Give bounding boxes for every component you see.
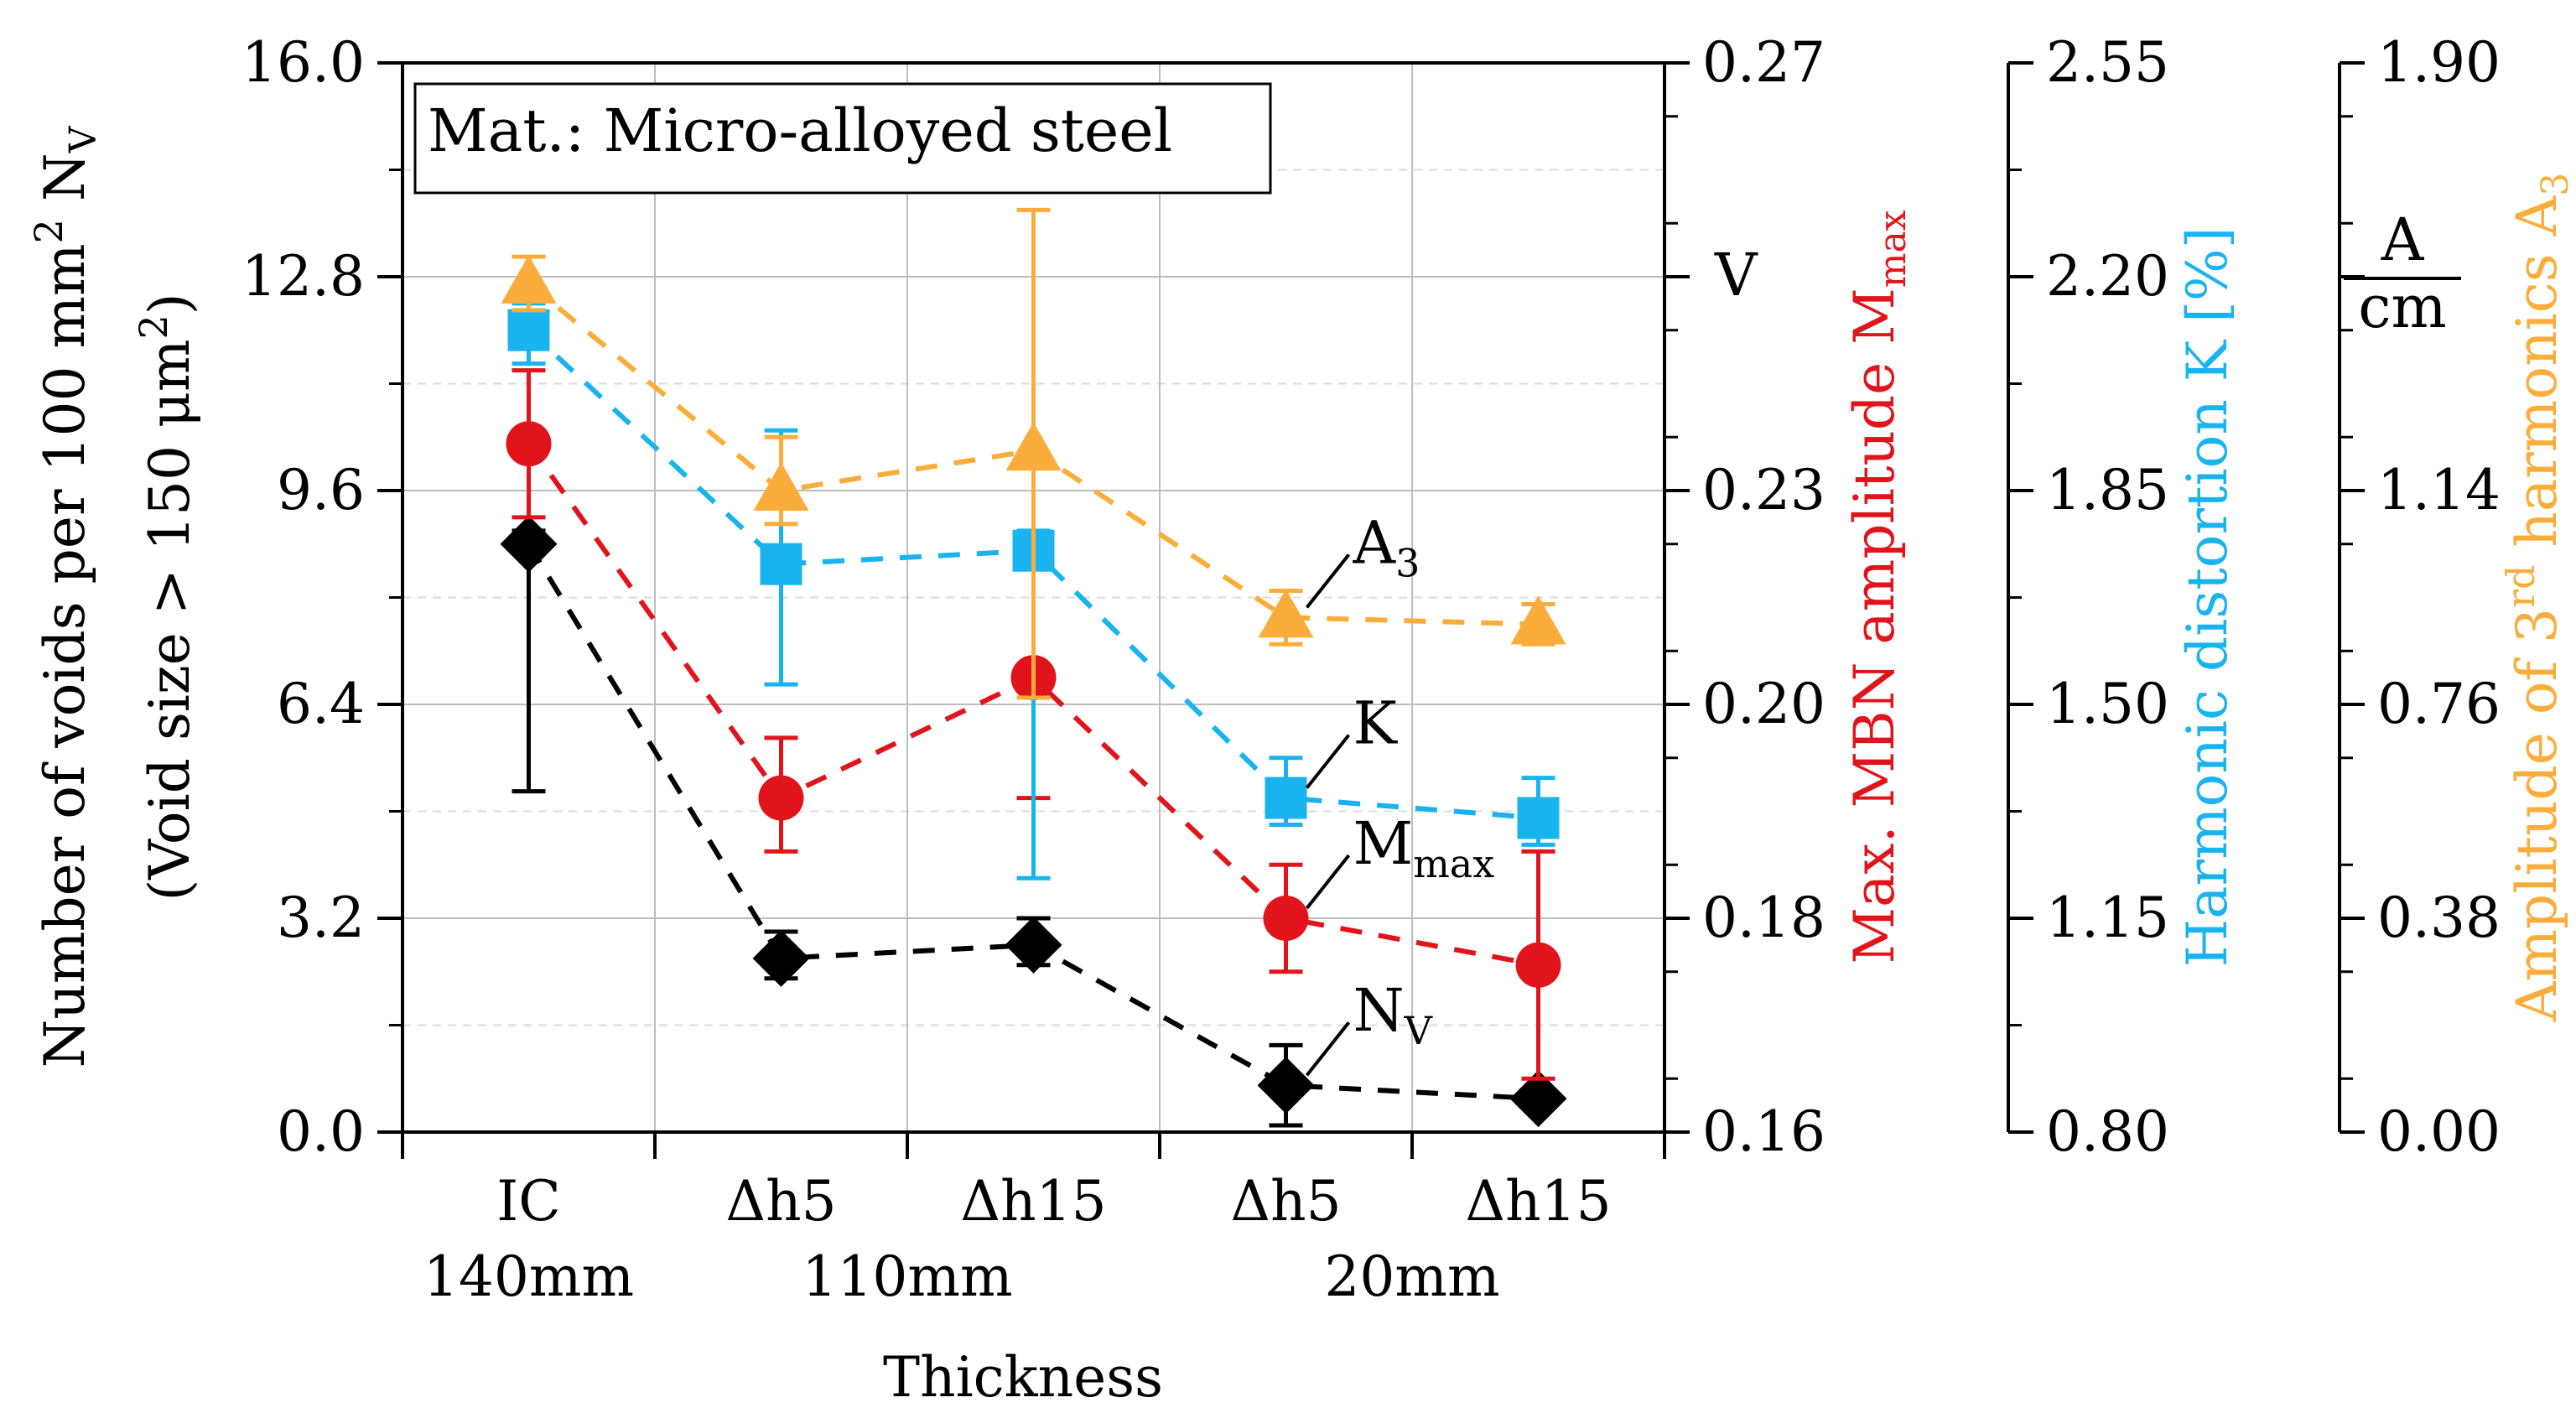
right-third-tick-label: 0.00 [2377,1099,2501,1164]
left-axis: 0.0 3.2 6.4 9.6 12.8 16.0 [242,30,402,1164]
point-A3 [1258,589,1314,638]
right-mbn-tick-label: 0.16 [1702,1099,1826,1164]
point-A3 [753,462,809,511]
left-tick-label: 16.0 [242,30,365,95]
left-tick-label: 9.6 [277,458,365,522]
right-axis-third-unit-num: A [2381,205,2425,274]
right-axis-third-unit-den: cm [2358,273,2447,341]
point-K [1265,777,1307,819]
right-mbn-tick-label: 0.27 [1702,30,1826,95]
left-axis-title-tail: N [33,153,97,219]
right-axis-harmonic-distortion: 0.80 1.15 1.50 1.85 2.20 2.55 [2007,30,2169,1164]
legend-box [413,82,1272,195]
x-tick-label: Δh15 [960,1169,1106,1234]
left-tick-label: 6.4 [277,672,365,736]
callout-label-main: M [1353,809,1414,878]
x-group-label: 110mm [802,1244,1012,1309]
point-NV [500,515,558,573]
right-harmonic-tick-label: 1.15 [2046,886,2169,950]
x-tick-label: Δh5 [725,1169,836,1234]
x-axis-title: Thickness [883,1345,1163,1410]
x-tick-label: Δh5 [1230,1169,1341,1234]
right-axis-mbn-unit: V [1714,241,1758,309]
right-harmonic-tick-label: 2.20 [2046,244,2169,309]
left-axis-title-text: Number of voids per 100 mm [33,243,97,1068]
callout-leader-Mmax [1305,854,1351,910]
legend-text: Mat.: Micro-alloyed steel [428,96,1172,165]
right-mbn-tick-label: 0.20 [1702,672,1826,736]
point-NV [1509,1070,1567,1128]
left-axis-title-line2-a: (Void size > 150 μm [138,340,202,901]
point-Mmax [506,421,552,467]
left-axis-title-sup: 2 [26,219,71,243]
left-tick-label: 0.0 [277,1099,365,1164]
callout-label-main: N [1353,976,1405,1045]
right-axis-third-title-sup: rd [2498,565,2543,608]
right-axis-third-title-text: Amplitude of 3 [2505,608,2569,1022]
point-K [507,309,550,351]
callout-label-NV: NV [1353,976,1433,1053]
left-axis-title-line2-sup: 2 [131,314,176,339]
point-Mmax [758,775,804,821]
point-NV [1257,1057,1315,1114]
right-third-tick-label: 1.14 [2377,458,2501,522]
right-axis-mbn-title: Max. MBN amplitude Mmax [1842,210,1914,964]
right-axis-third-title-sub: 3 [2534,173,2576,196]
point-A3 [501,254,557,304]
series-NV [500,515,1567,1128]
left-tick-label: 12.8 [242,244,365,309]
right-third-tick-label: 1.90 [2377,30,2501,95]
left-tick-label: 3.2 [277,886,365,950]
callout-label-sub: max [1413,841,1494,886]
right-harmonic-tick-label: 1.85 [2046,458,2169,522]
callout-leader-NV [1305,1021,1351,1077]
callout-label-sub: 3 [1395,540,1420,585]
right-axis-third-title-tail: harmonics A [2505,195,2569,564]
callout-leader-K [1305,734,1351,789]
right-harmonic-tick-label: 0.80 [2046,1099,2169,1164]
point-K [1517,797,1560,839]
point-A3 [1510,595,1566,645]
right-axis-harmonic-title: Harmonic distortion K [%] [2175,227,2240,968]
left-axis-title-line1: Number of voids per 100 mm2 NV [26,125,105,1068]
point-K [760,543,802,585]
callout-label-sub: V [1404,1008,1433,1053]
point-Mmax [1515,942,1561,988]
point-Mmax [1263,896,1309,941]
point-A3 [1005,422,1062,471]
x-group-label: 20mm [1324,1244,1499,1309]
left-axis-title-sub: V [62,125,105,153]
x-axis: IC Δh5 Δh15 Δh5 Δh15 140mm 110mm 20mm [401,1132,1666,1309]
left-axis-title-line2-b: ) [138,294,202,315]
x-group-label: 140mm [423,1244,634,1309]
point-NV [1005,916,1062,974]
callout-label-K: K [1353,689,1399,758]
right-third-tick-label: 0.38 [2377,886,2501,950]
right-harmonic-tick-label: 2.55 [2046,30,2169,95]
right-mbn-tick-label: 0.18 [1702,886,1826,950]
right-third-tick-label: 0.76 [2377,672,2501,736]
right-axis-mbn-title-text: Max. MBN amplitude M [1842,288,1907,964]
callout-label-Mmax: Mmax [1353,809,1495,886]
point-NV [752,929,810,987]
right-harmonic-tick-label: 1.50 [2046,672,2169,736]
right-axis-third-harmonic-title: Amplitude of 3rd harmonics A3 [2498,173,2576,1022]
callout-label-A3: A3 [1353,508,1420,585]
left-axis-title-line2: (Void size > 150 μm2) [131,294,202,901]
callout-label-main: A [1353,508,1397,577]
x-tick-label: IC [496,1169,561,1234]
right-axis-mbn-title-sub: max [1872,210,1914,288]
callout-label-main: K [1353,689,1399,758]
right-mbn-tick-label: 0.23 [1702,458,1826,522]
series-layer [500,207,1567,1128]
right-axis-third-harmonic: 0.00 0.38 0.76 1.14 1.90 [2338,30,2501,1164]
x-tick-label: Δh15 [1465,1169,1611,1234]
right-axis-mbn: 0.16 0.18 0.20 0.23 0.27 [1665,30,1826,1164]
series-A3 [501,207,1566,700]
callout-leader-A3 [1305,553,1351,609]
